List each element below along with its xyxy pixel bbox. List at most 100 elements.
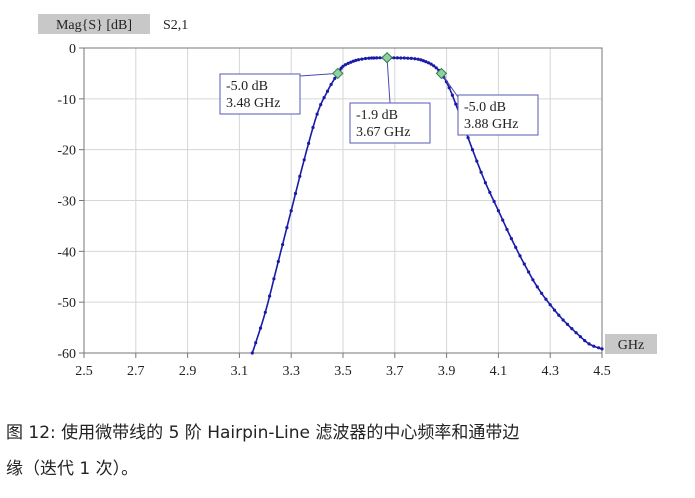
curve-point <box>592 344 596 348</box>
curve-point <box>272 277 276 281</box>
curve-point <box>432 64 436 68</box>
grid <box>83 47 603 354</box>
curve-point <box>531 278 535 282</box>
curve-point <box>492 199 496 204</box>
x-tick-label: 3.3 <box>282 364 300 379</box>
marker-frequency-label: 3.67 GHz <box>356 125 410 140</box>
marker-value-label: -1.9 dB <box>356 108 398 123</box>
curve-point <box>325 89 330 93</box>
curve-point <box>293 191 298 196</box>
curve-point <box>378 56 382 60</box>
x-tick-label: 2.5 <box>75 364 93 379</box>
curve-point <box>281 243 285 247</box>
y-tick-label: -40 <box>57 245 76 260</box>
marker-value-label: -5.0 dB <box>226 79 268 94</box>
curve-point <box>583 339 587 343</box>
curve-point <box>254 341 258 345</box>
curve-point <box>548 303 552 307</box>
y-tick-label: -10 <box>57 93 76 108</box>
curve-point <box>289 209 293 213</box>
curve-point <box>395 56 399 60</box>
figure-caption-line-1: 图 12: 使用微带线的 5 阶 Hairpin-Line 滤波器的中心频率和通… <box>6 423 520 443</box>
x-tick-label: 4.3 <box>541 364 559 379</box>
curve-point <box>540 291 544 295</box>
curve-point <box>356 58 361 62</box>
y-axis-ticks: 0 -10 -20 -30 -40 -50 -60 <box>57 42 84 362</box>
curve-point <box>424 60 428 64</box>
y-tick-label: 0 <box>69 42 76 57</box>
curve-point <box>413 57 417 61</box>
x-tick-label: 2.9 <box>179 364 197 379</box>
markers: -5.0 dB 3.48 GHz -1.9 dB 3.67 GHz -5.0 dB 3.8… <box>219 51 539 144</box>
curve-point <box>419 58 423 62</box>
curve-point <box>522 262 526 266</box>
curve-point <box>466 136 470 140</box>
x-tick-label: 3.1 <box>231 364 249 379</box>
title-box <box>38 14 150 34</box>
curve-point <box>501 218 505 222</box>
curve-point <box>351 59 355 63</box>
curve-point <box>341 64 345 68</box>
curve-point <box>600 347 604 351</box>
curve-point <box>574 331 578 335</box>
curve-point <box>509 237 513 241</box>
curve-point <box>392 56 396 60</box>
curve-point <box>535 285 539 289</box>
curve-point <box>552 308 557 312</box>
curve-point <box>367 56 371 60</box>
y-tick-label: -50 <box>57 296 76 311</box>
curve-point <box>557 313 561 317</box>
x-tick-label: 3.7 <box>386 364 404 379</box>
x-tick-label: 3.5 <box>334 364 352 379</box>
curve-point <box>565 322 570 326</box>
curve-point <box>250 351 254 355</box>
marker-label-box <box>219 73 301 115</box>
curve-point <box>276 259 280 264</box>
x-tick-label: 4.5 <box>593 364 611 379</box>
curve-point <box>496 209 500 213</box>
marker-value-label: -5.0 dB <box>464 100 506 115</box>
figure-caption-line-2: 缘（迭代 1 次）。 <box>6 459 139 479</box>
curve-point <box>561 318 565 322</box>
curve-point <box>527 270 531 274</box>
x-tick-label: 3.9 <box>438 364 456 379</box>
s21-chart: Mag{S} [dB] S2,1 0 -10 -20 -30 -40 -50 -60 2.5… <box>38 14 657 379</box>
x-tick-label: 2.7 <box>127 364 145 379</box>
curve-point <box>329 82 333 87</box>
curve-point <box>450 93 454 97</box>
marker-frequency-label: 3.88 GHz <box>464 117 518 132</box>
curve-point <box>479 170 483 174</box>
marker-label-box <box>349 102 431 144</box>
curve-point <box>483 181 487 185</box>
curve-point <box>578 335 583 339</box>
curve-point <box>302 158 306 162</box>
curve-point <box>370 56 374 60</box>
chart-title: Mag{S} [dB] <box>56 18 132 33</box>
curve-point <box>354 58 358 63</box>
curve-point <box>298 174 302 178</box>
curve-point <box>454 102 458 106</box>
curve-point <box>319 103 323 107</box>
curve-point <box>399 56 403 60</box>
curve-point <box>346 61 350 65</box>
marker-diamond <box>381 51 393 64</box>
curve-point <box>587 342 591 346</box>
curve-point <box>518 254 522 258</box>
series-label: S2,1 <box>163 18 188 33</box>
curve-point <box>505 227 509 232</box>
curve-point <box>315 112 319 116</box>
marker-frequency-label: 3.48 GHz <box>226 96 280 111</box>
curve-point <box>597 346 601 350</box>
curve-point <box>406 56 410 60</box>
x-unit-box <box>605 334 657 354</box>
y-tick-label: -60 <box>57 347 76 362</box>
curve-point <box>488 190 492 194</box>
curve-point <box>429 62 433 66</box>
curve-point <box>333 76 337 80</box>
curve-point <box>343 63 347 67</box>
curve-point <box>258 326 263 330</box>
marker-diamond <box>435 67 448 80</box>
curve-point <box>285 226 289 230</box>
curve-point <box>434 66 438 70</box>
curve-point <box>409 56 413 61</box>
